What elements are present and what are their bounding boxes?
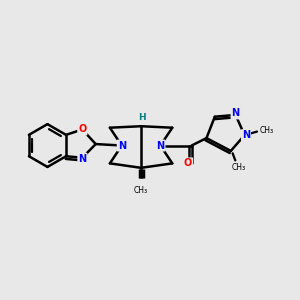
- Text: N: N: [78, 154, 86, 164]
- Text: CH₃: CH₃: [231, 164, 245, 172]
- Text: CH₃: CH₃: [134, 186, 148, 195]
- Text: O: O: [184, 158, 192, 168]
- Text: CH₃: CH₃: [260, 126, 274, 135]
- Text: N: N: [118, 140, 126, 151]
- Text: N: N: [156, 140, 164, 151]
- Text: N: N: [232, 108, 240, 118]
- Text: H: H: [138, 113, 146, 122]
- Text: O: O: [78, 124, 86, 134]
- Text: N: N: [242, 130, 250, 140]
